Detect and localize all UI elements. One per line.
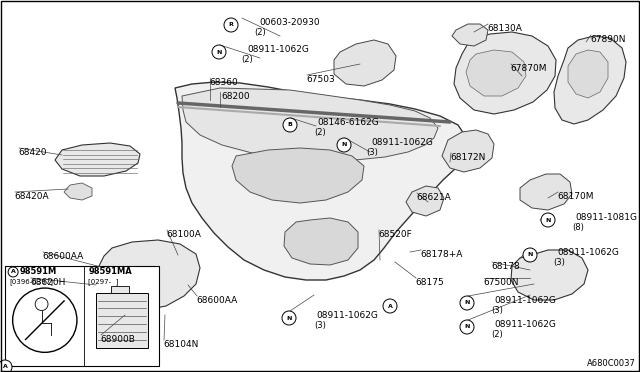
- Polygon shape: [284, 218, 358, 265]
- Polygon shape: [511, 250, 588, 300]
- Text: 08911-1081G: 08911-1081G: [575, 213, 637, 222]
- Polygon shape: [64, 183, 92, 200]
- Text: [0297-  ]: [0297- ]: [88, 279, 119, 285]
- Text: 68175: 68175: [415, 278, 444, 287]
- Circle shape: [0, 360, 12, 372]
- Polygon shape: [406, 186, 444, 216]
- Text: 08911-1062G: 08911-1062G: [494, 296, 556, 305]
- Text: A: A: [3, 365, 8, 369]
- Text: (3): (3): [366, 148, 378, 157]
- Polygon shape: [466, 50, 526, 96]
- Text: A: A: [11, 269, 15, 275]
- Polygon shape: [452, 24, 488, 46]
- Text: A680C0037: A680C0037: [587, 359, 636, 368]
- Text: (3): (3): [491, 306, 503, 315]
- Text: N: N: [216, 49, 221, 55]
- Text: (2): (2): [314, 128, 326, 137]
- Text: (3): (3): [553, 258, 565, 267]
- Polygon shape: [94, 272, 130, 288]
- Text: N: N: [527, 253, 532, 257]
- Text: 68600AA: 68600AA: [196, 296, 237, 305]
- Polygon shape: [454, 32, 556, 114]
- Circle shape: [523, 248, 537, 262]
- Text: B: B: [287, 122, 292, 128]
- Text: N: N: [341, 142, 347, 148]
- Text: 68600AA: 68600AA: [42, 252, 83, 261]
- Polygon shape: [182, 88, 438, 161]
- Circle shape: [541, 213, 555, 227]
- Circle shape: [224, 18, 238, 32]
- Text: 98591M: 98591M: [20, 267, 58, 276]
- Text: A: A: [388, 304, 392, 308]
- Text: 00603-20930: 00603-20930: [259, 18, 319, 27]
- Text: 67890N: 67890N: [590, 35, 625, 44]
- Polygon shape: [55, 143, 140, 176]
- Circle shape: [212, 45, 226, 59]
- Polygon shape: [520, 174, 572, 210]
- Text: 68200: 68200: [221, 92, 250, 101]
- Text: 67500N: 67500N: [483, 278, 518, 287]
- Polygon shape: [334, 40, 396, 86]
- Text: N: N: [286, 315, 292, 321]
- Text: (2): (2): [241, 55, 253, 64]
- Text: 68420A: 68420A: [14, 192, 49, 201]
- Polygon shape: [98, 240, 200, 310]
- Circle shape: [8, 267, 18, 277]
- Text: 68900B: 68900B: [100, 335, 135, 344]
- Text: 68360: 68360: [209, 78, 237, 87]
- Text: N: N: [464, 324, 470, 330]
- Text: 08911-1062G: 08911-1062G: [494, 320, 556, 329]
- Text: 67870M: 67870M: [510, 64, 547, 73]
- Text: 08911-1062G: 08911-1062G: [371, 138, 433, 147]
- Text: 68178: 68178: [491, 262, 520, 271]
- Circle shape: [460, 320, 474, 334]
- Circle shape: [460, 296, 474, 310]
- Text: N: N: [545, 218, 550, 222]
- Text: [0396-0397]: [0396-0397]: [9, 279, 53, 285]
- Text: 08911-1062G: 08911-1062G: [247, 45, 309, 54]
- Text: 68620H: 68620H: [30, 278, 65, 287]
- Circle shape: [283, 118, 297, 132]
- Text: 08911-1062G: 08911-1062G: [557, 248, 619, 257]
- Text: N: N: [464, 301, 470, 305]
- Text: 68520F: 68520F: [378, 230, 412, 239]
- FancyBboxPatch shape: [5, 266, 159, 366]
- Polygon shape: [568, 50, 608, 98]
- Text: 68172N: 68172N: [450, 153, 485, 162]
- Text: 68170M: 68170M: [557, 192, 593, 201]
- Polygon shape: [232, 148, 364, 203]
- Text: 68100A: 68100A: [166, 230, 201, 239]
- Text: 68621A: 68621A: [416, 193, 451, 202]
- Circle shape: [383, 299, 397, 313]
- Text: (3): (3): [314, 321, 326, 330]
- Text: 08146-6162G: 08146-6162G: [317, 118, 379, 127]
- Polygon shape: [554, 36, 626, 124]
- Text: 68130A: 68130A: [487, 24, 522, 33]
- Polygon shape: [175, 82, 466, 280]
- Text: 68178+A: 68178+A: [420, 250, 462, 259]
- Polygon shape: [442, 130, 494, 172]
- Text: 98591MA: 98591MA: [88, 267, 132, 276]
- Text: R: R: [228, 22, 234, 28]
- FancyBboxPatch shape: [95, 293, 148, 348]
- Text: (8): (8): [572, 223, 584, 232]
- Text: (2): (2): [491, 330, 503, 339]
- FancyBboxPatch shape: [111, 286, 129, 293]
- Text: (2): (2): [254, 28, 266, 37]
- Circle shape: [282, 311, 296, 325]
- Text: 68104N: 68104N: [163, 340, 198, 349]
- Text: 68420: 68420: [18, 148, 47, 157]
- Text: 08911-1062G: 08911-1062G: [316, 311, 378, 320]
- Text: 67503: 67503: [306, 75, 335, 84]
- Circle shape: [337, 138, 351, 152]
